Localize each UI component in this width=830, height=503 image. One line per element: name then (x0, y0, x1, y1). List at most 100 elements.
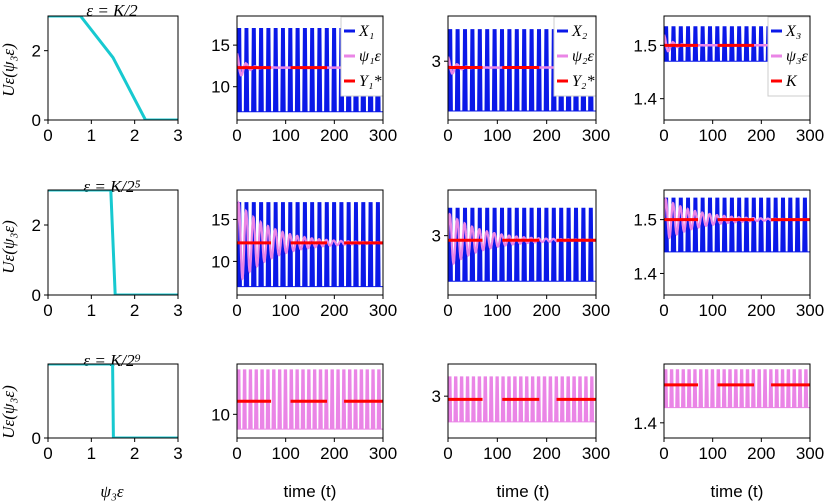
y-tick-label: 2 (32, 216, 41, 235)
x-tick-label: 200 (747, 301, 775, 320)
chart-panel-r1-c0: 0 1 2 3 0 2 (32, 189, 183, 320)
x-tick-label: 0 (443, 444, 452, 463)
x-tick-label: 2 (130, 126, 139, 145)
x-tick-label: 100 (271, 444, 299, 463)
y-tick-label: 0 (32, 286, 41, 305)
time-xlabel-2: time (t) (497, 482, 550, 501)
x-tick-label: 100 (698, 126, 726, 145)
y-tick-label: 3 (432, 387, 441, 406)
x-tick-label: 0 (232, 301, 241, 320)
legend-label: X₂ (571, 23, 588, 40)
axes-frame (663, 15, 811, 121)
y-tick-label: 10 (211, 78, 230, 97)
u-ylabel-2: Uε(ψ₃ε) (0, 385, 18, 439)
u-ylabel-0: Uε(ψ₃ε) (0, 43, 18, 97)
x-tick-label: 2 (130, 301, 139, 320)
x-tick-label: 1 (87, 444, 96, 463)
y-tick-label: 1.4 (633, 414, 657, 433)
y-tick-label: 10 (211, 252, 230, 271)
u-ylabel-1: Uε(ψ₃ε) (0, 220, 18, 274)
axes-frame (236, 15, 384, 121)
x-tick-label: 300 (582, 444, 610, 463)
x-tick-label: 0 (443, 126, 452, 145)
chart-panel-r2-c0: 0 1 2 3 0 (32, 363, 183, 463)
legend-label: X₃ (785, 23, 801, 40)
chart-panel-r2-c1: 0 100 200 300 10 (211, 363, 397, 463)
u-xlabel: ψ₃ε (100, 482, 123, 501)
chart-panel-r1-c3: 0 100 200 300 1.4 1.5 (633, 189, 824, 320)
legend-label: X₁ (358, 23, 374, 40)
plot-area (664, 197, 810, 253)
u-epsilon-curve (48, 364, 178, 438)
y-tick-label: 2 (32, 42, 41, 61)
axes-frame (47, 189, 179, 296)
legend-label: ψ₁ε (359, 48, 382, 65)
x-tick-label: 300 (796, 444, 824, 463)
series-band-pink (237, 369, 383, 430)
x-tick-label: 200 (320, 444, 348, 463)
x-tick-label: 0 (232, 126, 241, 145)
legend-label: ψ₂ε (572, 48, 595, 65)
x-tick-label: 3 (173, 301, 182, 320)
axes-frame (236, 189, 384, 296)
x-tick-label: 300 (369, 301, 397, 320)
axes-frame (236, 363, 384, 439)
x-tick-label: 0 (443, 301, 452, 320)
row-title-0: ε = K/2 (86, 1, 138, 20)
x-tick-label: 100 (483, 301, 511, 320)
x-tick-label: 300 (796, 126, 824, 145)
x-tick-label: 0 (43, 444, 52, 463)
axes-frame (447, 189, 597, 296)
x-tick-label: 100 (483, 126, 511, 145)
plot-area (48, 190, 178, 295)
chart-panel-r0-c1: X₁ ψ₁ε Y₁* 0 100 200 300 10 15 (211, 15, 397, 145)
chart-panel-r1-c1: 0 100 200 300 10 15 (211, 189, 397, 320)
chart-panel-r2-c3: 0 100 200 300 1.4 (633, 363, 824, 463)
x-tick-label: 3 (173, 444, 182, 463)
x-tick-label: 200 (532, 444, 560, 463)
x-tick-label: 300 (582, 301, 610, 320)
plot-area (48, 16, 178, 120)
x-tick-label: 0 (659, 444, 668, 463)
x-tick-label: 200 (320, 126, 348, 145)
y-tick-label: 0 (32, 111, 41, 130)
chart-panel-r1-c2: 0 100 200 300 3 (432, 189, 610, 320)
x-tick-label: 100 (698, 444, 726, 463)
x-tick-label: 100 (483, 444, 511, 463)
chart-panel-r0-c0: 0 1 2 3 0 2 (32, 15, 183, 145)
plot-area (237, 369, 383, 430)
time-xlabel-1: time (t) (284, 482, 337, 501)
legend-label: ψ₃ε (786, 48, 809, 65)
plot-area (48, 364, 178, 438)
x-tick-label: 300 (369, 444, 397, 463)
x-tick-label: 200 (747, 444, 775, 463)
x-tick-label: 300 (369, 126, 397, 145)
legend-label: K (785, 73, 798, 90)
chart-panel-r2-c2: 0 100 200 300 3 (432, 363, 610, 463)
chart-panel-r0-c3: X₃ ψ₃ε K 0 100 200 300 1.4 1.5 (633, 15, 824, 145)
axes-frame (47, 363, 179, 439)
x-tick-label: 0 (232, 444, 241, 463)
x-tick-label: 200 (320, 301, 348, 320)
series-band-pink (664, 369, 810, 409)
x-tick-label: 2 (130, 444, 139, 463)
x-tick-label: 0 (43, 301, 52, 320)
x-tick-label: 200 (747, 126, 775, 145)
y-tick-label: 1.4 (633, 90, 657, 109)
plot-area (448, 207, 596, 282)
x-tick-label: 300 (582, 126, 610, 145)
x-tick-label: 100 (271, 301, 299, 320)
u-epsilon-curve (48, 190, 178, 295)
x-tick-label: 100 (271, 126, 299, 145)
axes-frame (47, 15, 179, 121)
y-tick-label: 3 (432, 52, 441, 71)
x-tick-label: 300 (796, 301, 824, 320)
y-tick-label: 1.5 (633, 211, 657, 230)
x-tick-label: 3 (173, 126, 182, 145)
time-xlabel-3: time (t) (711, 482, 764, 501)
plot-area (237, 200, 383, 288)
u-epsilon-curve (48, 16, 178, 120)
y-tick-label: 3 (432, 227, 441, 246)
plot-area (448, 376, 596, 423)
